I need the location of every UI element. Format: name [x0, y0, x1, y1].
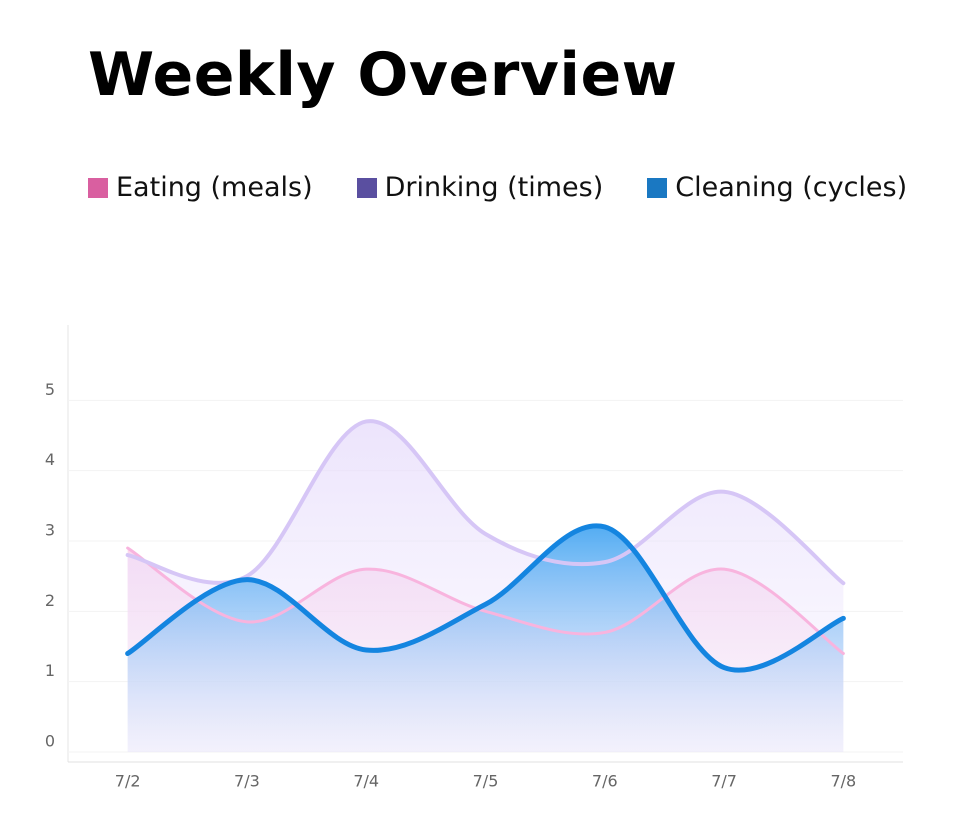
x-tick-label: 7/5 [473, 772, 499, 791]
x-tick-label: 7/8 [830, 772, 856, 791]
legend-item: Cleaning (cycles) [647, 172, 907, 203]
x-tick-label: 7/6 [592, 772, 618, 791]
y-tick-label: 4 [45, 450, 55, 469]
x-tick-label: 7/3 [234, 772, 260, 791]
legend: Eating (meals) Drinking (times) Cleaning (… [88, 172, 907, 203]
area [127, 525, 844, 752]
y-tick-label: 0 [45, 732, 55, 751]
y-tick-label: 1 [45, 661, 55, 680]
legend-label: Eating (meals) [116, 172, 313, 203]
chart-title: Weekly Overview [88, 40, 678, 110]
x-tick-label: 7/7 [711, 772, 737, 791]
y-tick-label: 2 [45, 591, 55, 610]
legend-label: Drinking (times) [384, 172, 604, 203]
legend-label: Cleaning (cycles) [675, 172, 908, 203]
legend-item: Drinking (times) [356, 172, 604, 203]
legend-item: Eating (meals) [88, 172, 313, 203]
line [125, 419, 846, 586]
legend-swatch [647, 177, 668, 198]
legend-swatch [356, 177, 377, 198]
legend-swatch [88, 177, 108, 198]
y-tick-label: 3 [45, 521, 55, 540]
x-tick-label: 7/4 [353, 772, 379, 791]
y-tick-label: 5 [45, 380, 55, 399]
line [126, 546, 845, 656]
line [125, 523, 846, 673]
x-tick-label: 7/2 [115, 772, 141, 791]
